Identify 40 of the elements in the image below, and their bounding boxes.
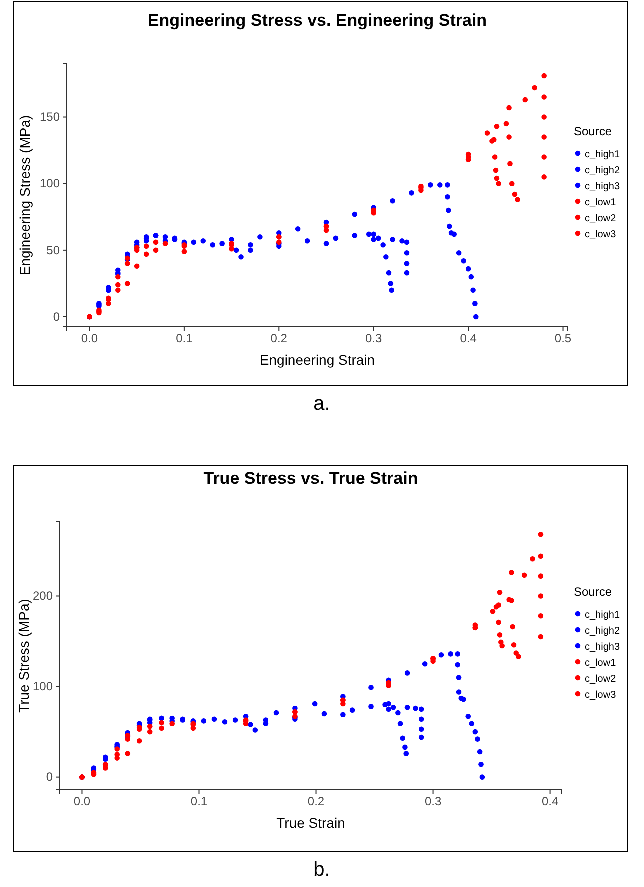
x-tick-label: 0.5 — [554, 332, 572, 346]
text: b. — [314, 859, 330, 881]
legend-label: c_low3 — [585, 690, 617, 701]
legend-label: c_low2 — [585, 674, 617, 685]
chart-title: True Stress vs. True Strain — [204, 469, 418, 488]
y-tick-label: 100 — [32, 680, 54, 694]
y-tick-label: 0 — [46, 770, 54, 784]
y-tick-label: 150 — [40, 110, 60, 124]
legend-label: c_high2 — [585, 166, 620, 176]
x-axis-title: Engineering Strain — [260, 352, 376, 368]
chart-title: Engineering Stress vs. Engineering Strain — [148, 11, 488, 30]
x-tick-label: 0.2 — [270, 332, 288, 346]
x-tick-label: 0.2 — [308, 794, 325, 809]
y-tick-label: 0 — [53, 310, 60, 324]
y-tick-label: 50 — [46, 243, 60, 258]
legend-label: c_low1 — [585, 658, 617, 669]
legend-label: c_high1 — [585, 150, 620, 160]
text: a. — [314, 393, 330, 415]
x-tick-label: 0.4 — [460, 332, 478, 346]
x-tick-label: 0.4 — [542, 794, 559, 809]
y-tick-label: 200 — [32, 589, 54, 604]
legend-label: c_low3 — [585, 230, 617, 240]
legend-label: c_high2 — [585, 626, 620, 637]
legend-title: Source — [574, 124, 612, 138]
x-tick-label: 0.3 — [424, 794, 442, 809]
y-tick-label: 100 — [40, 176, 60, 191]
legend-label: c_low2 — [585, 214, 617, 224]
x-tick-label: 0.0 — [81, 332, 98, 346]
x-axis-title: True Strain — [276, 815, 346, 831]
y-axis-title: Engineering Stress (MPa) — [17, 115, 33, 276]
legend-label: c_high3 — [585, 182, 620, 192]
x-tick-label: 0.0 — [74, 794, 91, 809]
x-tick-label: 0.1 — [190, 794, 208, 809]
y-axis-title: True Stress (MPa) — [16, 599, 32, 713]
legend-label: c_high1 — [585, 610, 620, 621]
x-tick-label: 0.1 — [176, 332, 194, 346]
legend-label: c_low1 — [585, 198, 617, 208]
x-tick-label: 0.3 — [366, 332, 383, 346]
legend-title: Source — [574, 585, 612, 599]
legend-label: c_high3 — [585, 642, 620, 653]
